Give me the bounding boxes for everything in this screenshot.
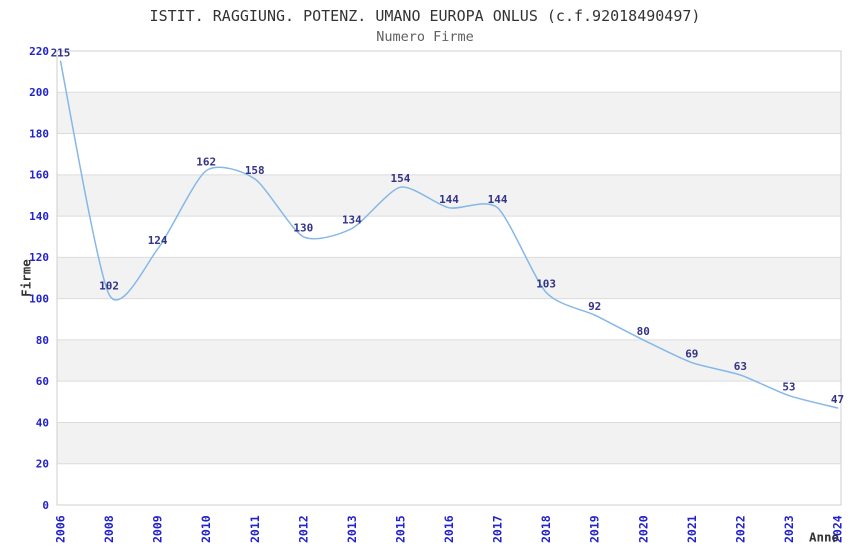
- x-tick-label: 2010: [199, 515, 213, 543]
- series-line: [59, 60, 839, 409]
- data-label: 154: [391, 172, 411, 185]
- data-label: 103: [536, 277, 556, 290]
- data-label: 215: [51, 46, 71, 59]
- grid-band: [57, 339, 841, 382]
- y-axis-title: Firme: [18, 259, 34, 297]
- x-tick-label: 2018: [539, 515, 553, 543]
- chart-title: ISTIT. RAGGIUNG. POTENZ. UMANO EUROPA ON…: [149, 7, 701, 25]
- x-tick-label: 2012: [296, 515, 310, 543]
- data-label: 134: [342, 213, 362, 226]
- x-tick-label: 2013: [345, 515, 359, 543]
- x-tick-label: 2022: [733, 515, 747, 543]
- grid-band: [57, 257, 841, 299]
- x-tick-label: 2009: [151, 515, 165, 543]
- data-label: 69: [685, 348, 698, 361]
- x-tick-label: 2015: [393, 515, 407, 543]
- y-tick-label: 0: [42, 499, 49, 512]
- y-tick-label: 100: [29, 292, 49, 305]
- plot-frame: [56, 50, 842, 506]
- data-label: 102: [99, 280, 119, 293]
- data-label: 92: [588, 300, 601, 313]
- x-tick-label: 2019: [588, 515, 602, 543]
- y-tick-label: 140: [29, 210, 49, 223]
- x-tick-label: 2006: [54, 515, 68, 543]
- x-tick-label: 2008: [102, 515, 116, 543]
- data-label: 53: [782, 381, 795, 394]
- grid-band: [57, 92, 841, 134]
- data-label: 162: [196, 156, 216, 169]
- x-tick-label: 2024: [831, 515, 845, 543]
- y-tick-label: 160: [29, 169, 49, 182]
- y-tick-label: 60: [36, 375, 49, 388]
- grid-band: [57, 174, 841, 217]
- data-label: 130: [293, 222, 313, 235]
- x-tick-label: 2011: [248, 515, 262, 543]
- data-label: 80: [637, 325, 650, 338]
- y-tick-label: 200: [29, 86, 49, 99]
- data-label: 63: [734, 360, 747, 373]
- chart-subtitle: Numero Firme: [376, 29, 474, 45]
- y-tick-label: 20: [36, 458, 49, 471]
- x-tick-label: 2021: [685, 515, 699, 543]
- y-tick-label: 180: [29, 127, 49, 140]
- data-label: 144: [439, 193, 459, 206]
- x-tick-label: 2016: [442, 515, 456, 543]
- x-axis-title: Anno: [808, 529, 840, 545]
- data-label: 144: [488, 193, 508, 206]
- grid-band: [57, 422, 841, 464]
- x-tick-label: 2020: [636, 515, 650, 543]
- data-label: 47: [831, 393, 844, 406]
- y-tick-label: 220: [29, 45, 49, 58]
- y-tick-label: 120: [29, 251, 49, 264]
- data-label: 124: [148, 234, 168, 247]
- x-tick-label: 2017: [491, 515, 505, 543]
- data-label: 158: [245, 164, 265, 177]
- y-tick-label: 80: [36, 334, 49, 347]
- y-tick-label: 40: [36, 416, 49, 429]
- x-tick-label: 2023: [782, 515, 796, 543]
